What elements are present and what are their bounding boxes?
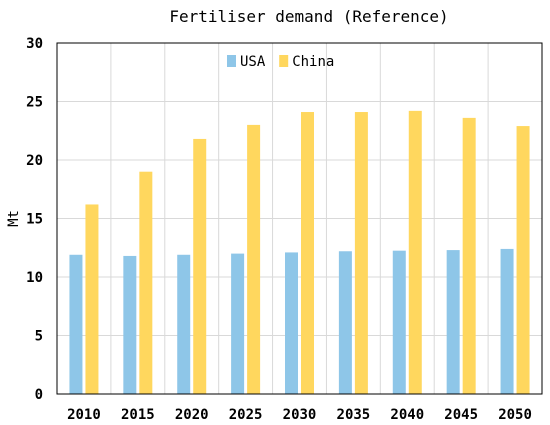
chart-title: Fertiliser demand (Reference)	[169, 7, 448, 26]
legend-swatch	[227, 55, 236, 67]
bar-usa-2040	[392, 250, 406, 394]
bar-china-2020	[193, 138, 207, 394]
bar-china-2040	[408, 110, 422, 395]
x-tick-label: 2020	[175, 407, 209, 423]
bar-china-2015	[139, 171, 153, 394]
bar-china-2050	[516, 126, 530, 394]
bar-usa-2020	[177, 254, 191, 394]
series-usa-bars	[69, 248, 514, 394]
bar-china-2025	[247, 124, 261, 395]
plot-frame	[56, 42, 543, 395]
bar-usa-2025	[231, 253, 245, 394]
bar-usa-2015	[123, 255, 137, 394]
legend-label: China	[292, 54, 334, 70]
y-tick-label: 5	[35, 329, 43, 345]
y-tick-label: 25	[26, 95, 43, 111]
x-tick-labels: 2010 2015 2020 2025 2030 2035 2040 2045 2050	[67, 407, 532, 423]
legend-item-china: China	[279, 54, 334, 70]
bar-usa-2045	[446, 250, 460, 394]
y-tick-label: 30	[26, 36, 43, 52]
y-axis-label: Mt	[6, 210, 22, 227]
gridlines	[57, 42, 542, 395]
x-tick-label: 2035	[337, 407, 371, 423]
bar-china-2030	[301, 112, 314, 394]
y-tick-label: 15	[26, 212, 43, 228]
y-tick-label: 10	[26, 270, 43, 286]
x-tick-label: 2030	[283, 407, 317, 423]
bar-china-2010	[85, 204, 99, 394]
x-tick-label: 2010	[67, 407, 101, 423]
bar-usa-2010	[69, 254, 83, 394]
bar-usa-2035	[338, 251, 352, 394]
legend: USA China	[227, 54, 334, 70]
bars	[69, 110, 530, 395]
legend-item-usa: USA	[227, 54, 266, 70]
series-china-bars	[85, 110, 530, 395]
y-tick-label: 0	[35, 387, 43, 403]
bar-usa-2030	[285, 252, 298, 394]
legend-swatch	[279, 55, 289, 67]
x-tick-label: 2050	[498, 407, 532, 423]
x-tick-label: 2025	[229, 407, 263, 423]
x-tick-label: 2015	[121, 407, 155, 423]
bar-usa-2050	[500, 248, 514, 394]
legend-label: USA	[240, 54, 266, 70]
y-tick-label: 20	[26, 153, 43, 169]
bar-china-2035	[354, 112, 368, 394]
bar-china-2045	[462, 117, 476, 394]
y-tick-labels: 0 5 10 15 20 25 30	[26, 36, 43, 403]
x-tick-label: 2045	[444, 407, 478, 423]
x-tick-label: 2040	[390, 407, 424, 423]
